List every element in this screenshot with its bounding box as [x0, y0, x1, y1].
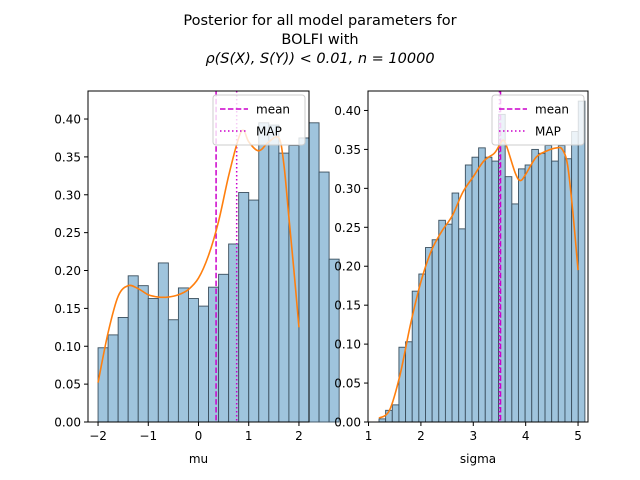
- x-tick-label: 2: [417, 429, 425, 443]
- histogram-bar: [298, 137, 310, 423]
- histogram-bar: [268, 124, 280, 423]
- y-tick-label: 0.30: [334, 182, 361, 196]
- histogram-bar: [537, 152, 546, 423]
- histogram-bar: [431, 239, 440, 423]
- legend-map-label: MAP: [535, 125, 561, 139]
- histogram-bar: [524, 164, 533, 423]
- histogram-bar: [451, 192, 460, 423]
- y-tick-label: 0.15: [334, 299, 361, 313]
- figure-title-line-3: ρ(S(X), S(Y)) < 0.01, n = 10000: [205, 51, 435, 67]
- histogram-bar: [248, 199, 260, 423]
- histogram-bar: [491, 160, 500, 423]
- x-tick-label: 0: [195, 429, 203, 443]
- x-axis-label: mu: [189, 452, 208, 466]
- y-tick-label: 0.10: [54, 340, 81, 354]
- x-tick-label: 1: [365, 429, 373, 443]
- figure-title-line-2: BOLFI with: [281, 32, 359, 48]
- histogram-bar: [167, 319, 179, 423]
- y-tick-label: 0.05: [54, 378, 81, 392]
- x-tick-label: −2: [89, 429, 107, 443]
- y-tick-label: 0.25: [54, 226, 81, 240]
- histogram-bar: [511, 203, 519, 423]
- histogram-bar: [117, 317, 129, 423]
- histogram-bar: [531, 148, 539, 423]
- histogram-bar: [318, 171, 330, 423]
- y-tick-label: 0.35: [334, 143, 361, 157]
- y-tick-label: 0.35: [54, 150, 81, 164]
- x-tick-label: 1: [245, 429, 253, 443]
- histogram-bar: [177, 287, 189, 423]
- sigma-histogram-panel: 1 2 3 4 5 0.00 0.05 0.10 0.15 0.20 0.25 0.30 0.35 0.4…: [334, 90, 589, 466]
- histogram-bar: [308, 122, 320, 423]
- histogram-bar: [438, 219, 446, 423]
- histogram-bar: [478, 147, 486, 423]
- histogram-bar: [504, 176, 513, 423]
- y-tick-label: 0.05: [334, 377, 361, 391]
- histogram-bar: [557, 145, 566, 423]
- histogram-bar: [418, 273, 426, 423]
- x-tick-label: 5: [574, 429, 582, 443]
- histogram-bar: [405, 341, 413, 423]
- legend-map-label: MAP: [256, 125, 282, 139]
- histogram-bar: [218, 273, 230, 423]
- histogram-bar: [107, 334, 119, 423]
- histogram-bar: [137, 285, 149, 423]
- histogram-bar: [551, 160, 559, 423]
- y-tick-label: 0.20: [54, 264, 81, 278]
- histogram-bar: [577, 100, 586, 423]
- y-tick-label: 0.30: [54, 188, 81, 202]
- legend-mean-label: mean: [535, 103, 569, 117]
- histogram-bar: [564, 158, 573, 423]
- x-tick-label: 4: [522, 429, 530, 443]
- histogram-bar: [458, 228, 466, 423]
- histogram-bar: [571, 131, 579, 423]
- figure-title-line-1: Posterior for all model parameters for: [183, 13, 457, 29]
- histogram-bar: [208, 286, 220, 423]
- legend-box: [491, 94, 585, 146]
- histogram-bar: [484, 156, 493, 423]
- histogram-bar: [391, 404, 400, 423]
- y-tick-label: 0.20: [334, 260, 361, 274]
- histogram-bar: [425, 247, 433, 423]
- histogram-bar: [147, 298, 159, 423]
- x-tick-label: 3: [469, 429, 477, 443]
- histogram-bar: [127, 275, 139, 423]
- kde-curve: [378, 139, 579, 419]
- y-tick-label: 0.40: [54, 113, 81, 127]
- histogram-bar: [444, 223, 453, 423]
- histogram-bar: [288, 145, 300, 423]
- y-tick-label: 0.00: [54, 416, 81, 430]
- y-tick-label: 0.40: [334, 104, 361, 118]
- histogram-bar: [464, 164, 473, 423]
- x-tick-label: 2: [295, 429, 303, 443]
- y-tick-label: 0.25: [334, 221, 361, 235]
- mu-histogram-panel: −2 −1 0 1 2 0.00 0.05 0.10 0.15 0.20 0.25 0.30 0.35 0…: [54, 90, 340, 466]
- histogram-bar: [198, 305, 210, 423]
- legend-mean-label: mean: [256, 103, 290, 117]
- histogram-bar: [471, 156, 480, 423]
- histogram-bar: [238, 192, 250, 423]
- x-tick-label: −1: [139, 429, 157, 443]
- histogram-bar: [398, 346, 407, 423]
- histogram-bar: [328, 258, 340, 423]
- histogram-bar: [157, 262, 169, 423]
- histogram-bar: [544, 145, 553, 423]
- histogram-bar: [258, 122, 270, 423]
- legend-box: [212, 94, 306, 146]
- y-tick-label: 0.00: [334, 416, 361, 430]
- axes-frame: [367, 90, 589, 423]
- histogram-bar: [518, 168, 526, 423]
- histogram-bar: [187, 298, 199, 423]
- y-tick-label: 0.15: [54, 302, 81, 316]
- x-axis-label: sigma: [460, 452, 496, 466]
- y-tick-label: 0.10: [334, 338, 361, 352]
